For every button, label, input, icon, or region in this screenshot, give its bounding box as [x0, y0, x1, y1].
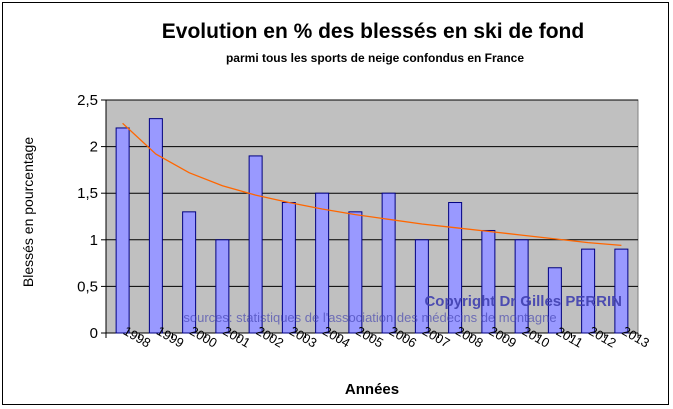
- x-axis-label: Années: [345, 381, 399, 398]
- bar: [448, 202, 463, 334]
- y-tick-label: 1: [90, 232, 98, 249]
- bar: [315, 192, 330, 334]
- trend-line: [122, 122, 622, 247]
- y-tick-label: 2: [90, 139, 98, 156]
- y-tick-label: 1,5: [77, 185, 98, 202]
- sources-annotation: sources: statistiques de l'association d…: [183, 310, 556, 325]
- bar: [614, 248, 629, 334]
- bar: [581, 248, 596, 334]
- bar: [414, 239, 429, 334]
- bar: [215, 239, 230, 334]
- bar: [481, 229, 496, 334]
- bar: [547, 267, 562, 334]
- y-tick-label: 0: [90, 325, 98, 342]
- x-tick-label: 2013: [619, 323, 652, 350]
- bar: [115, 127, 130, 334]
- bar: [381, 192, 396, 334]
- bar: [348, 211, 363, 334]
- bar: [514, 239, 529, 334]
- bar: [182, 211, 197, 334]
- bar: [148, 118, 163, 334]
- chart-title: Evolution en % des blessés en ski de fon…: [162, 20, 584, 43]
- chart-subtitle: parmi tous les sports de neige confondus…: [226, 51, 524, 65]
- y-axis-label: Blessés en pourcentage: [20, 137, 36, 287]
- bar: [248, 155, 263, 334]
- y-tick-label: 0,5: [77, 278, 98, 295]
- y-tick-label: 2,5: [77, 92, 98, 109]
- copyright-annotation: Copyright Dr Gilles PERRIN: [424, 293, 622, 310]
